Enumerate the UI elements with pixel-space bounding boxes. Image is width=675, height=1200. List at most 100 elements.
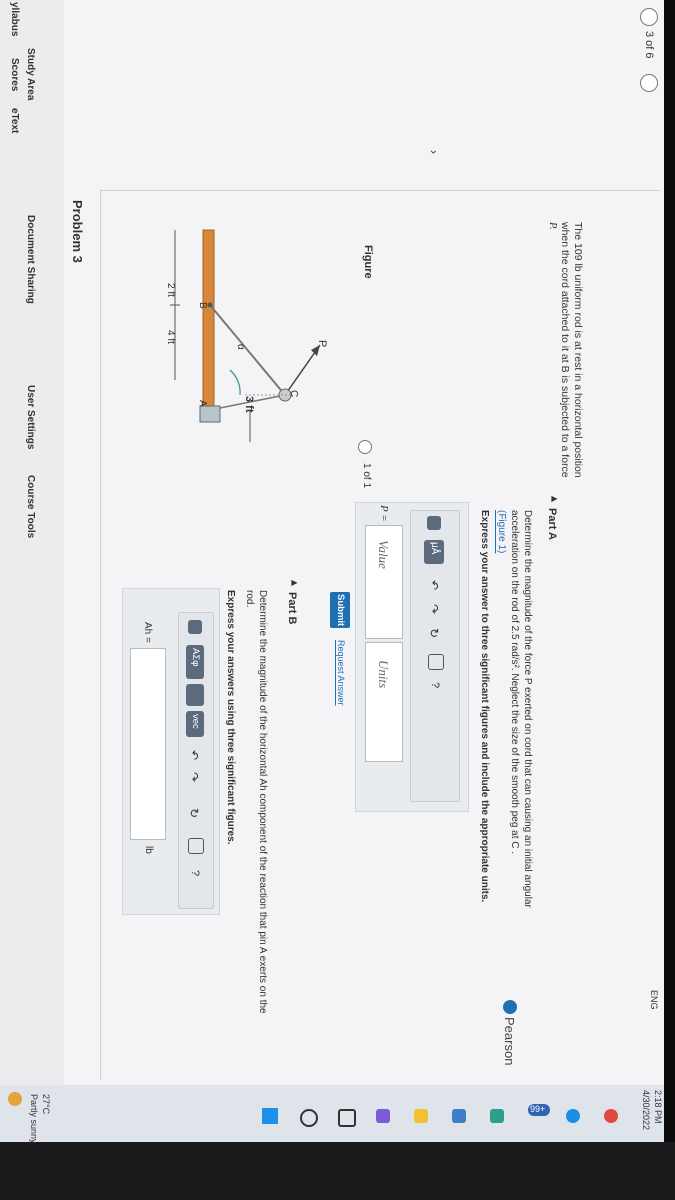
taskbar [0, 1085, 664, 1142]
pager: 3 of 6 [643, 31, 655, 59]
app-icon[interactable] [414, 1109, 428, 1123]
app-icon[interactable] [376, 1109, 390, 1123]
pin-support [199, 405, 221, 423]
app-icon[interactable] [490, 1109, 504, 1123]
app-icon[interactable] [604, 1109, 618, 1123]
reset-button[interactable]: ↻ [427, 628, 441, 639]
point-b [207, 302, 213, 308]
badge-label: 99+ [530, 1104, 546, 1114]
problem-text: P. [547, 222, 558, 230]
redo-button[interactable]: ↷ [427, 604, 441, 615]
pearson-logo [503, 1000, 517, 1014]
part-title[interactable]: Part B [286, 592, 298, 625]
arrows-button[interactable] [186, 684, 204, 706]
label-left-length: 2 ft [165, 283, 176, 297]
problem-text: The 109 lb uniform rod is at rest in a h… [572, 222, 584, 478]
label-p: P [316, 340, 328, 348]
question-text: rod. [244, 590, 255, 608]
app-icon[interactable] [566, 1109, 580, 1123]
question-text: Determine the magnitude of the horizonta… [257, 590, 268, 1014]
problem-title: Problem 3 [70, 200, 85, 263]
submit-button[interactable] [330, 592, 350, 628]
figure-link[interactable]: (Figure 1) [496, 510, 507, 554]
pane-toggle[interactable]: › [427, 150, 441, 154]
units-button-label: μÅ [429, 542, 440, 555]
nav-item[interactable]: Study Area [25, 48, 36, 101]
units-button[interactable] [424, 540, 444, 564]
prev-button[interactable] [640, 8, 658, 26]
units-placeholder: Units [376, 660, 391, 689]
start-button[interactable] [262, 1108, 278, 1124]
units-input[interactable] [365, 642, 403, 762]
label-right-length: 4 ft [165, 330, 176, 344]
help-button[interactable]: ? [189, 870, 201, 877]
figure [170, 229, 321, 442]
search-button[interactable] [300, 1109, 318, 1127]
nav-item[interactable]: Scores [9, 58, 20, 92]
next-button[interactable] [640, 74, 658, 92]
force-arrow [284, 344, 321, 396]
value-input[interactable] [365, 525, 403, 639]
divider [100, 190, 101, 1080]
unit-label: lb [143, 846, 154, 854]
nav-item[interactable]: yllabus [9, 2, 20, 37]
instruction: Express your answers using three signifi… [225, 590, 236, 845]
clock-time: 2:18 PM [653, 1090, 663, 1124]
sidebar [0, 0, 64, 1085]
collapse-icon[interactable]: ▶ [550, 494, 559, 503]
vector-button[interactable] [186, 711, 204, 737]
bezel [664, 0, 675, 1200]
instruction: Express your answer to three significant… [479, 510, 490, 903]
label-height: 3 ft [243, 396, 255, 413]
figure-prev[interactable] [358, 440, 372, 454]
redo-button[interactable]: ↷ [187, 772, 201, 783]
question-text: acceleration on the rod of 2.5 rad/s². N… [509, 510, 520, 855]
badge [528, 1104, 550, 1116]
greek-button[interactable] [186, 645, 204, 679]
angle-arc [229, 369, 241, 396]
nav-item[interactable]: eText [9, 108, 20, 134]
nav-item[interactable]: Document Sharing [25, 215, 36, 304]
problem-text: when the cord attached to it at B is sub… [559, 222, 571, 478]
answer-label: Ah = [142, 622, 153, 643]
cord [209, 304, 286, 396]
label-c: C [288, 390, 299, 398]
greek-button-label: ΑΣφ [190, 648, 201, 667]
temperature: 27°C [41, 1094, 51, 1115]
divider [100, 190, 660, 191]
cord [209, 394, 286, 411]
figure-label: Figure [362, 245, 374, 279]
rod [202, 229, 215, 423]
app-icon[interactable] [452, 1109, 466, 1123]
figure-pager: 1 of 1 [361, 463, 372, 489]
undo-button[interactable]: ↶ [187, 750, 201, 761]
label-b: B [197, 302, 208, 309]
help-button[interactable]: ? [429, 682, 441, 689]
nav-item[interactable]: Course Tools [25, 475, 36, 539]
question-text: Determine the magnitude of the force P e… [522, 510, 533, 908]
reset-button[interactable]: ↻ [187, 808, 201, 819]
weather: Partly sunny [29, 1094, 39, 1144]
answer-label: P = [378, 505, 390, 522]
keyboard-button[interactable] [188, 838, 204, 854]
keyboard-button[interactable] [428, 654, 444, 670]
clock-date: 4/30/2022 [641, 1090, 651, 1131]
template-button[interactable] [188, 620, 202, 634]
label-a: A [197, 400, 208, 407]
undo-button[interactable]: ↶ [427, 580, 441, 591]
template-button[interactable] [427, 516, 441, 530]
toolbar [178, 612, 214, 909]
footer-brand: Pearson [502, 1017, 517, 1066]
desk [0, 1142, 675, 1200]
taskview-button[interactable] [338, 1109, 356, 1127]
part-title[interactable]: Part A [546, 508, 558, 540]
label-alpha: α [235, 344, 246, 350]
request-answer[interactable]: Request Answer [336, 640, 346, 706]
value-placeholder: Value [376, 540, 391, 569]
arrow-head [311, 345, 320, 356]
answer-input[interactable] [130, 648, 166, 840]
nav-item[interactable]: User Settings [25, 385, 36, 450]
collapse-icon[interactable]: ▶ [290, 578, 299, 587]
language[interactable]: ENG [649, 990, 659, 1010]
